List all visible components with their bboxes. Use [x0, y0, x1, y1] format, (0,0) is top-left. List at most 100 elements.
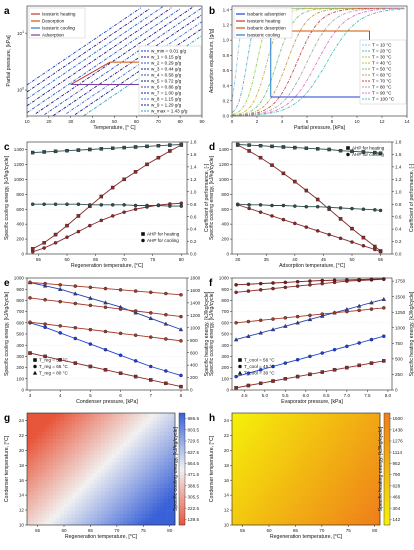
heatmap-cell-g	[38, 491, 43, 496]
heatmap-cell-g	[82, 506, 87, 511]
heatmap-cell-h	[368, 513, 373, 518]
heatmap-cell-h	[313, 491, 318, 496]
heatmap-cell-g	[64, 510, 68, 515]
heatmap-cell-h	[246, 495, 251, 500]
data-point-f	[283, 280, 288, 285]
colorbar-tick-label-h: 790	[393, 472, 401, 477]
heatmap-cell-h	[368, 469, 373, 474]
heatmap-cell-h	[346, 487, 351, 492]
heatmap-cell-h	[239, 439, 244, 444]
heatmap-cell-h	[331, 487, 336, 492]
heatmap-cell-h	[372, 435, 377, 440]
heatmap-cell-g	[49, 461, 54, 466]
heatmap-cell-h	[309, 413, 314, 418]
heatmap-cell-h	[350, 510, 355, 515]
x-tick-label-h: 75	[346, 528, 352, 533]
heatmap-cell-h	[365, 480, 370, 485]
heatmap-cell-h	[361, 495, 366, 500]
heatmap-cell-g	[82, 450, 87, 455]
data-point-d	[281, 171, 286, 176]
heatmap-cell-h	[354, 424, 359, 429]
heatmap-cell-h	[365, 446, 370, 451]
colorbar-cell-h	[384, 485, 390, 489]
heatmap-cell-h	[343, 506, 347, 511]
heatmap-cell-g	[49, 431, 54, 436]
heatmap-cell-g	[145, 442, 150, 447]
heatmap-cell-g	[82, 469, 87, 474]
heatmap-cell-g	[82, 454, 87, 459]
heatmap-cell-h	[309, 446, 314, 451]
heatmap-cell-h	[309, 435, 314, 440]
colorbar-cell-h	[384, 449, 390, 453]
y-tick-label-h: 16	[224, 478, 230, 483]
heatmap-cell-h	[280, 521, 285, 526]
heatmap-cell-g	[160, 506, 165, 511]
heatmap-cell-g	[64, 469, 68, 474]
heatmap-cell-h	[272, 495, 277, 500]
heatmap-cell-g	[97, 491, 102, 496]
heatmap-cell-g	[30, 461, 35, 466]
isotherm-line	[232, 8, 405, 117]
y-tick-right-label-e: 1000	[190, 325, 201, 330]
isostere-line	[44, 7, 203, 115]
data-point-f	[246, 333, 251, 338]
heatmap-cell-g	[167, 450, 172, 455]
heatmap-cell-h	[328, 439, 333, 444]
heatmap-cell-h	[250, 435, 255, 440]
heatmap-cell-h	[254, 413, 259, 418]
heatmap-cell-h	[287, 457, 292, 462]
heatmap-cell-h	[368, 442, 373, 447]
colorbar-label-g: Specific cooling energy, [kJ/kg/cycle]	[173, 426, 179, 511]
heatmap-cell-g	[145, 420, 150, 425]
x-tick-label-a: 70	[156, 119, 162, 124]
heatmap-cell-h	[365, 461, 370, 466]
x-tick-label-f: 6.5	[323, 393, 330, 398]
heatmap-cell-g	[141, 465, 146, 470]
heatmap-cell-g	[101, 454, 105, 459]
y-tick-label-f: 500	[221, 332, 229, 337]
heatmap-cell-h	[313, 413, 318, 418]
heatmap-cell-g	[123, 513, 128, 518]
heatmap-cell-g	[60, 476, 65, 481]
heatmap-cell-h	[317, 454, 322, 459]
heatmap-cell-h	[254, 446, 259, 451]
heatmap-cell-h	[328, 420, 333, 425]
heatmap-cell-g	[56, 480, 61, 485]
heatmap-cell-h	[313, 465, 318, 470]
colorbar-cell-g	[179, 460, 185, 464]
colorbar-cell-h	[384, 427, 390, 431]
heatmap-cell-h	[343, 487, 347, 492]
heatmap-cell-h	[283, 476, 288, 481]
heatmap-cell-g	[75, 457, 80, 462]
colorbar-tick-label-g: 388.5	[188, 483, 200, 488]
heatmap-cell-h	[232, 457, 236, 462]
y-tick-right-label-e: 1600	[190, 288, 201, 293]
heatmap-cell-h	[313, 510, 318, 515]
heatmap-cell-h	[298, 431, 303, 436]
heatmap-cell-h	[291, 513, 296, 518]
heatmap-cell-g	[67, 435, 72, 440]
heatmap-cell-h	[269, 446, 273, 451]
heatmap-cell-g	[67, 513, 72, 518]
heatmap-cell-g	[145, 517, 150, 522]
heatmap-cell-g	[75, 431, 80, 436]
heatmap-cell-g	[78, 521, 83, 526]
heatmap-cell-g	[27, 446, 31, 451]
data-point-e	[43, 281, 47, 286]
heatmap-cell-g	[78, 454, 83, 459]
data-point-e	[118, 307, 123, 311]
heatmap-cell-g	[112, 495, 117, 500]
heatmap-cell-g	[71, 491, 76, 496]
heatmap-cell-h	[317, 469, 322, 474]
heatmap-cell-h	[254, 454, 259, 459]
heatmap-cell-h	[357, 461, 362, 466]
heatmap-cell-h	[368, 431, 373, 436]
heatmap-cell-g	[86, 413, 91, 418]
heatmap-cell-h	[302, 446, 307, 451]
heatmap-cell-g	[134, 427, 139, 432]
heatmap-cell-h	[339, 521, 344, 526]
heatmap-cell-g	[119, 502, 124, 507]
heatmap-cell-g	[49, 472, 54, 477]
heatmap-cell-g	[30, 442, 35, 447]
heatmap-cell-h	[298, 513, 303, 518]
